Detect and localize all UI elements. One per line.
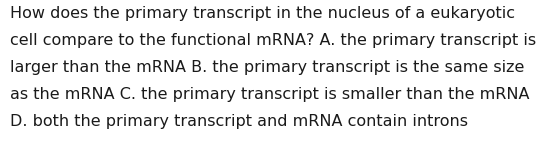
Text: How does the primary transcript in the nucleus of a eukaryotic: How does the primary transcript in the n…	[10, 6, 515, 21]
Text: cell compare to the functional mRNA? A. the primary transcript is: cell compare to the functional mRNA? A. …	[10, 33, 536, 48]
Text: larger than the mRNA B. the primary transcript is the same size: larger than the mRNA B. the primary tran…	[10, 60, 525, 75]
Text: D. both the primary transcript and mRNA contain introns: D. both the primary transcript and mRNA …	[10, 114, 468, 129]
Text: as the mRNA C. the primary transcript is smaller than the mRNA: as the mRNA C. the primary transcript is…	[10, 87, 530, 102]
